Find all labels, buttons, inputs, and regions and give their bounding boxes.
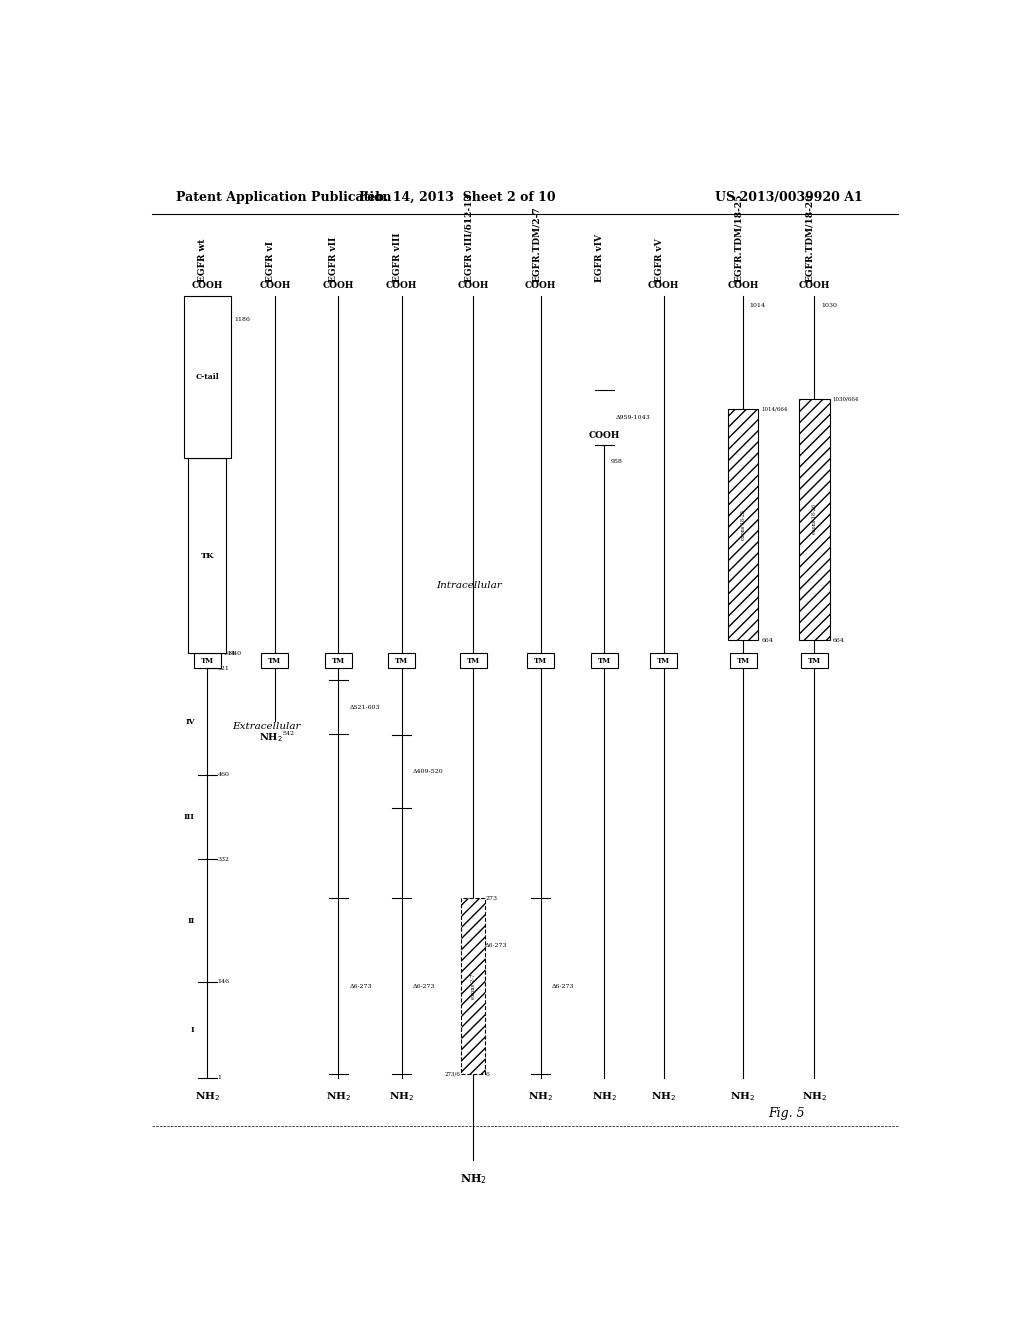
- Bar: [461, 898, 485, 1074]
- Text: 1030/664: 1030/664: [833, 396, 859, 401]
- Bar: [650, 653, 677, 668]
- Text: COOH: COOH: [386, 281, 418, 289]
- Text: COOH: COOH: [458, 281, 488, 289]
- Bar: [800, 399, 829, 640]
- Text: EGFR wt: EGFR wt: [199, 239, 207, 282]
- Bar: [325, 653, 352, 668]
- Text: Δ959-1043: Δ959-1043: [615, 416, 650, 420]
- Text: NH$_2$: NH$_2$: [592, 1090, 616, 1104]
- Text: Δ6-273: Δ6-273: [552, 983, 574, 989]
- Text: Δ6-273: Δ6-273: [484, 942, 507, 948]
- Text: 664: 664: [761, 638, 773, 643]
- Text: exons 2-7: exons 2-7: [471, 974, 476, 999]
- Text: COOH: COOH: [323, 281, 354, 289]
- Text: EGFR.TDM/18-26: EGFR.TDM/18-26: [806, 194, 814, 282]
- Text: Δ409-520: Δ409-520: [413, 770, 443, 775]
- Text: 1014: 1014: [750, 304, 766, 309]
- Text: 958: 958: [610, 459, 623, 463]
- Text: TM: TM: [657, 657, 671, 665]
- Bar: [801, 653, 828, 668]
- Text: NH$_2$: NH$_2$: [651, 1090, 676, 1104]
- Text: EGFR vV: EGFR vV: [654, 239, 664, 282]
- Text: EGFR vIV: EGFR vIV: [595, 235, 604, 282]
- Text: TM: TM: [201, 657, 214, 665]
- Text: NH$_2$: NH$_2$: [326, 1090, 351, 1104]
- Text: 273/6: 273/6: [444, 1072, 461, 1077]
- Text: TM: TM: [808, 657, 821, 665]
- Text: COOH: COOH: [589, 430, 620, 440]
- Text: COOH: COOH: [259, 281, 291, 289]
- Text: C-tail: C-tail: [196, 372, 219, 380]
- Text: III: III: [183, 813, 195, 821]
- Bar: [194, 653, 221, 668]
- Text: TM: TM: [736, 657, 750, 665]
- Text: COOH: COOH: [525, 281, 556, 289]
- Text: Δ6-273: Δ6-273: [413, 983, 435, 989]
- Text: Δ6-273: Δ6-273: [349, 983, 372, 989]
- Text: Feb. 14, 2013  Sheet 2 of 10: Feb. 14, 2013 Sheet 2 of 10: [359, 191, 556, 203]
- Bar: [728, 409, 758, 640]
- Text: TM: TM: [535, 657, 547, 665]
- Bar: [729, 653, 757, 668]
- Text: EGFR.TDM/2-7: EGFR.TDM/2-7: [531, 207, 541, 282]
- Text: NH$_2$: NH$_2$: [528, 1090, 553, 1104]
- Text: EGFR vI: EGFR vI: [266, 242, 274, 282]
- Text: Extracellular: Extracellular: [232, 722, 301, 731]
- Text: NH$_2$: NH$_2$: [460, 1172, 486, 1185]
- Text: NH$_2$: NH$_2$: [802, 1090, 827, 1104]
- Bar: [388, 653, 416, 668]
- Text: 644: 644: [224, 651, 237, 656]
- Text: TM: TM: [332, 657, 345, 665]
- Text: EGFR vIII/δ12-13: EGFR vIII/δ12-13: [464, 194, 473, 282]
- Text: TM: TM: [467, 657, 480, 665]
- Text: NH$_2$: NH$_2$: [195, 1090, 220, 1104]
- Text: TM: TM: [598, 657, 610, 665]
- Text: COOH: COOH: [191, 281, 223, 289]
- Text: 146: 146: [218, 979, 229, 985]
- Bar: [460, 653, 486, 668]
- Text: NH$_2$: NH$_2$: [730, 1090, 756, 1104]
- Text: Fig. 5: Fig. 5: [768, 1107, 805, 1121]
- Text: EGFR.TDM/18-25: EGFR.TDM/18-25: [734, 194, 743, 282]
- Text: 6: 6: [486, 1072, 489, 1077]
- Text: NH$_2$: NH$_2$: [259, 731, 283, 743]
- Text: exons 18-25: exons 18-25: [740, 510, 745, 540]
- Text: TM: TM: [268, 657, 282, 665]
- Bar: [183, 296, 231, 458]
- Text: I: I: [191, 1026, 195, 1034]
- Text: US 2013/0039920 A1: US 2013/0039920 A1: [715, 191, 863, 203]
- Text: EGFR vII: EGFR vII: [330, 238, 338, 282]
- Text: 542: 542: [283, 731, 295, 735]
- Text: exons 18-26: exons 18-26: [812, 504, 817, 535]
- Text: COOH: COOH: [799, 281, 830, 289]
- Text: Intracellular: Intracellular: [436, 581, 502, 590]
- Text: 1186: 1186: [234, 318, 250, 322]
- Text: 1: 1: [218, 1074, 221, 1080]
- Bar: [527, 653, 554, 668]
- Text: 460: 460: [218, 772, 229, 777]
- Bar: [591, 653, 617, 668]
- Text: EGFR vIII: EGFR vIII: [393, 232, 401, 282]
- Text: 940: 940: [229, 651, 242, 656]
- Text: Δ521-603: Δ521-603: [349, 705, 380, 710]
- Text: IV: IV: [185, 718, 195, 726]
- Text: COOH: COOH: [648, 281, 679, 289]
- Text: 1014/664: 1014/664: [761, 407, 787, 412]
- Text: 664: 664: [833, 638, 845, 643]
- Text: 621: 621: [218, 667, 229, 671]
- Text: COOH: COOH: [727, 281, 759, 289]
- Bar: [188, 458, 226, 653]
- Text: Patent Application Publication: Patent Application Publication: [176, 191, 391, 203]
- Text: 332: 332: [218, 857, 229, 862]
- Text: 1030: 1030: [821, 304, 837, 309]
- Text: 273: 273: [486, 895, 498, 900]
- Text: NH$_2$: NH$_2$: [389, 1090, 415, 1104]
- Text: TK: TK: [201, 552, 214, 560]
- Bar: [261, 653, 289, 668]
- Text: II: II: [187, 916, 195, 924]
- Text: TM: TM: [395, 657, 409, 665]
